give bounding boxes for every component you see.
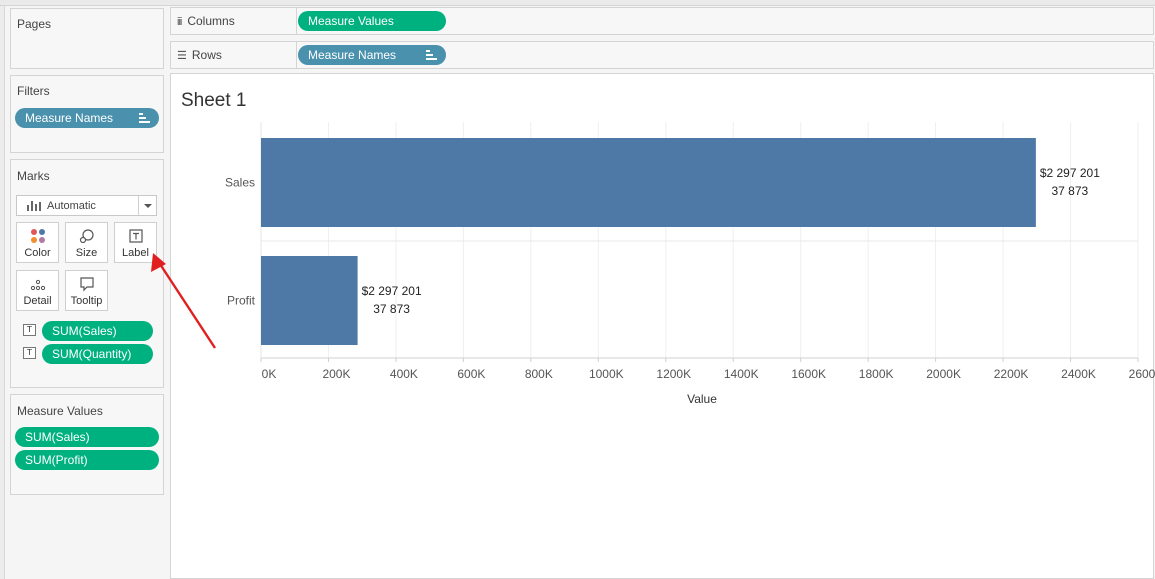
data-label: 37 873	[373, 302, 410, 316]
x-tick-label: 2200K	[994, 367, 1029, 381]
x-tick-label: 200K	[322, 367, 350, 381]
chevron-down-icon[interactable]	[138, 196, 156, 215]
bar-sales	[261, 138, 1036, 227]
color-icon	[30, 229, 45, 243]
bar-chart-icon	[27, 201, 41, 211]
bar-profit	[261, 256, 358, 345]
text-mark-icon: T	[23, 347, 36, 359]
measure-values-title: Measure Values	[17, 404, 103, 418]
data-label: 37 873	[1052, 184, 1089, 198]
category-label: Sales	[225, 176, 255, 190]
mark-type-dropdown[interactable]: Automatic	[16, 195, 157, 216]
rows-pill-label: Measure Names	[308, 48, 397, 62]
sort-icon	[426, 50, 437, 60]
rows-icon: ☰	[177, 50, 187, 62]
x-tick-label: 1600K	[791, 367, 826, 381]
x-tick-label: 600K	[457, 367, 485, 381]
x-axis-title: Value	[687, 392, 717, 406]
marks-field-sum-quantity[interactable]: SUM(Quantity)	[42, 344, 153, 364]
x-tick-label: 2600K	[1129, 367, 1155, 381]
marks-field-label: SUM(Sales)	[52, 324, 117, 338]
tooltip-button[interactable]: Tooltip	[65, 270, 108, 311]
filters-title: Filters	[17, 84, 50, 98]
data-label: $2 297 201	[362, 284, 422, 298]
color-label: Color	[24, 247, 51, 259]
pages-title: Pages	[17, 17, 52, 31]
size-button[interactable]: Size	[65, 222, 108, 263]
x-tick-label: 400K	[390, 367, 418, 381]
x-tick-label: 1000K	[589, 367, 624, 381]
marks-field-sum-sales[interactable]: SUM(Sales)	[42, 321, 153, 341]
size-label: Size	[75, 247, 98, 259]
rows-pill-measure-names[interactable]: Measure Names	[298, 45, 446, 65]
x-tick-label: 0K	[262, 367, 277, 381]
x-tick-label: 800K	[525, 367, 553, 381]
x-tick-label: 2000K	[926, 367, 961, 381]
color-button[interactable]: Color	[16, 222, 59, 263]
tooltip-label: Tooltip	[70, 295, 103, 307]
marks-title: Marks	[17, 169, 50, 183]
x-tick-label: 2400K	[1061, 367, 1096, 381]
label-button[interactable]: Label	[114, 222, 157, 263]
x-tick-label: 1800K	[859, 367, 894, 381]
measure-value-sum-profit[interactable]: SUM(Profit)	[15, 450, 159, 470]
mark-type-value: Automatic	[47, 200, 96, 212]
rows-label: Rows	[191, 48, 222, 62]
sort-icon	[139, 113, 150, 123]
rows-shelf-label: ☰ Rows	[177, 48, 222, 62]
pages-card[interactable]: Pages	[10, 8, 164, 69]
x-tick-label: 1200K	[656, 367, 691, 381]
sheet-title: Sheet 1	[181, 90, 247, 111]
columns-pill-label: Measure Values	[308, 14, 394, 28]
data-label: $2 297 201	[1040, 166, 1100, 180]
columns-pill-measure-values[interactable]: Measure Values	[298, 11, 446, 31]
shelf-divider	[296, 8, 297, 35]
text-mark-icon: T	[23, 324, 36, 336]
columns-shelf-label: iii Columns	[177, 14, 235, 28]
detail-label: Detail	[23, 295, 52, 307]
shelf-divider	[296, 42, 297, 69]
filter-pill-measure-names[interactable]: Measure Names	[15, 108, 159, 128]
category-label: Profit	[227, 294, 256, 308]
size-icon	[79, 229, 94, 244]
detail-icon	[30, 279, 45, 291]
measure-value-label: SUM(Profit)	[25, 453, 88, 467]
x-tick-label: 1400K	[724, 367, 759, 381]
label-label: Label	[122, 247, 149, 259]
filter-pill-label: Measure Names	[25, 111, 114, 125]
columns-label: Columns	[187, 14, 235, 28]
measure-value-sum-sales[interactable]: SUM(Sales)	[15, 427, 159, 447]
marks-field-label: SUM(Quantity)	[52, 347, 132, 361]
detail-button[interactable]: Detail	[16, 270, 59, 311]
label-icon	[128, 229, 143, 243]
columns-icon: iii	[177, 16, 182, 28]
toolbar-strip	[0, 0, 1155, 6]
tooltip-icon	[79, 277, 94, 292]
left-edge	[0, 6, 5, 579]
measure-value-label: SUM(Sales)	[25, 430, 90, 444]
